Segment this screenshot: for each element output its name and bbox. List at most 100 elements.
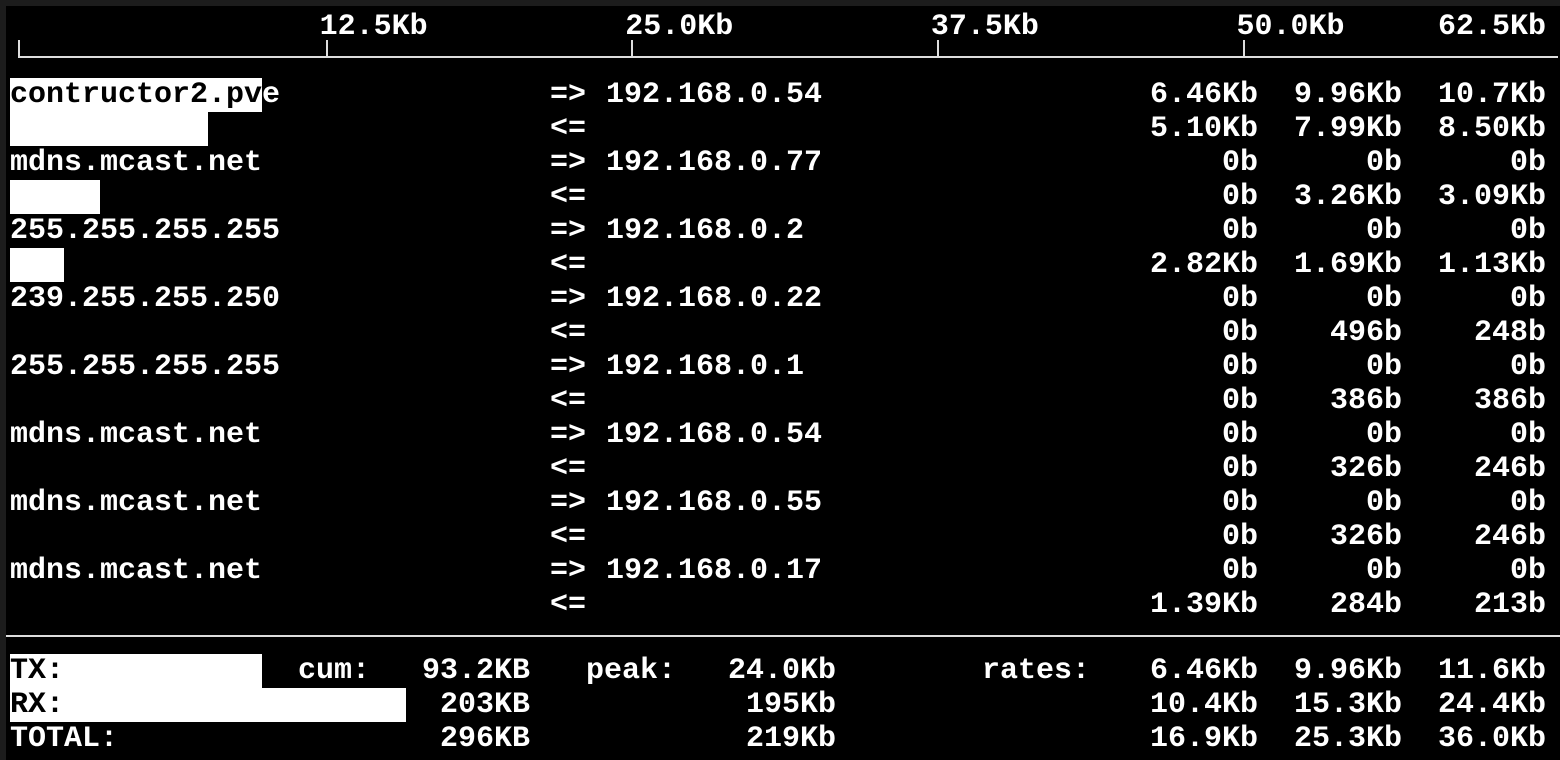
host-source: 255.255.255.255 — [10, 350, 281, 384]
rx-traffic-bar — [10, 112, 209, 146]
tx-rate: 0b — [1509, 282, 1546, 316]
total-rate: 15.3Kb — [1293, 688, 1402, 722]
arrow-out: => — [550, 554, 587, 588]
rx-rate: 246b — [1473, 452, 1546, 486]
host-destination: 192.168.0.22 — [606, 282, 823, 316]
arrow-out: => — [550, 486, 587, 520]
tx-rate: 0b — [1221, 214, 1258, 248]
host-destination: 192.168.0.17 — [606, 554, 823, 588]
host-source: mdns.mcast.net — [10, 486, 263, 520]
tx-rate: 0b — [1221, 350, 1258, 384]
tx-rate: 0b — [1509, 486, 1546, 520]
rx-rate: 1.39Kb — [1149, 588, 1258, 622]
rx-rate: 386b — [1329, 384, 1402, 418]
peak-value: 195Kb — [745, 688, 836, 722]
tx-rate: 0b — [1365, 486, 1402, 520]
scale-label: 25.0Kb — [625, 10, 734, 44]
rx-rate: 5.10Kb — [1149, 112, 1258, 146]
tx-rate: 0b — [1221, 418, 1258, 452]
rx-rate: 213b — [1473, 588, 1546, 622]
total-rate: 11.6Kb — [1437, 654, 1546, 688]
host-source: mdns.mcast.net — [10, 146, 263, 180]
rx-rate: 0b — [1221, 384, 1258, 418]
arrow-in: <= — [550, 248, 587, 282]
cum-label: cum: — [298, 654, 371, 688]
tx-rate: 0b — [1221, 554, 1258, 588]
rx-rate: 0b — [1221, 316, 1258, 350]
tx-rate: 10.7Kb — [1437, 78, 1546, 112]
total-rate: 6.46Kb — [1149, 654, 1258, 688]
tx-rate: 0b — [1221, 486, 1258, 520]
rx-rate: 0b — [1221, 520, 1258, 554]
rx-rate: 326b — [1329, 452, 1402, 486]
totals-separator — [6, 635, 1560, 637]
total-rate: 36.0Kb — [1437, 722, 1546, 756]
rx-rate: 1.69Kb — [1293, 248, 1402, 282]
scale-tick — [936, 40, 939, 58]
host-destination: 192.168.0.1 — [606, 350, 805, 384]
rx-rate: 246b — [1473, 520, 1546, 554]
rx-rate: 0b — [1221, 452, 1258, 486]
host-destination: 192.168.0.55 — [606, 486, 823, 520]
rx-traffic-bar — [10, 180, 101, 214]
rx-rate: 1.13Kb — [1437, 248, 1546, 282]
tx-rate: 0b — [1509, 350, 1546, 384]
tx-rate: 0b — [1365, 418, 1402, 452]
total-rate: 9.96Kb — [1293, 654, 1402, 688]
scale-label: 12.5Kb — [319, 10, 428, 44]
host-destination: 192.168.0.77 — [606, 146, 823, 180]
host-source: 239.255.255.250 — [10, 282, 281, 316]
tx-rate: 0b — [1221, 282, 1258, 316]
tx-rate: 0b — [1221, 146, 1258, 180]
rx-rate: 8.50Kb — [1437, 112, 1546, 146]
rx-rate: 3.26Kb — [1293, 180, 1402, 214]
rx-rate: 386b — [1473, 384, 1546, 418]
tx-rate: 0b — [1365, 146, 1402, 180]
scale-label: 37.5Kb — [930, 10, 1039, 44]
scale-tick — [631, 40, 634, 58]
arrow-out: => — [550, 214, 587, 248]
arrow-in: <= — [550, 180, 587, 214]
host-source: 255.255.255.255 — [10, 214, 281, 248]
total-rate: 24.4Kb — [1437, 688, 1546, 722]
scale-origin-tick — [18, 40, 20, 58]
scale-tick — [325, 40, 328, 58]
tx-rate: 0b — [1365, 282, 1402, 316]
tx-rate: 0b — [1365, 350, 1402, 384]
tx-rate: 0b — [1509, 146, 1546, 180]
peak-value: 24.0Kb — [727, 654, 836, 688]
arrow-in: <= — [550, 452, 587, 486]
scale-tick — [1242, 40, 1245, 58]
tx-rate: 0b — [1365, 554, 1402, 588]
arrow-in: <= — [550, 588, 587, 622]
rx-traffic-bar — [10, 248, 64, 282]
arrow-in: <= — [550, 384, 587, 418]
arrow-out: => — [550, 350, 587, 384]
arrow-out: => — [550, 78, 587, 112]
rx-rate: 496b — [1329, 316, 1402, 350]
total-traffic-bar — [10, 688, 407, 722]
arrow-in: <= — [550, 112, 587, 146]
host-source: mdns.mcast.net — [10, 554, 263, 588]
rx-rate: 2.82Kb — [1149, 248, 1258, 282]
tx-rate: 0b — [1365, 214, 1402, 248]
host-destination: 192.168.0.54 — [606, 418, 823, 452]
tx-traffic-bar — [10, 78, 262, 112]
scale-label: 50.0Kb — [1236, 10, 1345, 44]
rx-rate: 284b — [1329, 588, 1402, 622]
host-destination: 192.168.0.54 — [606, 78, 823, 112]
host-destination: 192.168.0.2 — [606, 214, 805, 248]
arrow-in: <= — [550, 316, 587, 350]
cum-value: 203KB — [439, 688, 530, 722]
scale-axis — [18, 56, 1558, 58]
tx-rate: 9.96Kb — [1293, 78, 1402, 112]
rx-rate: 326b — [1329, 520, 1402, 554]
total-rate: 25.3Kb — [1293, 722, 1402, 756]
total-rate: 10.4Kb — [1149, 688, 1258, 722]
tx-rate: 0b — [1509, 554, 1546, 588]
host-source: mdns.mcast.net — [10, 418, 263, 452]
peak-value: 219Kb — [745, 722, 836, 756]
rx-rate: 0b — [1221, 180, 1258, 214]
rx-rate: 248b — [1473, 316, 1546, 350]
